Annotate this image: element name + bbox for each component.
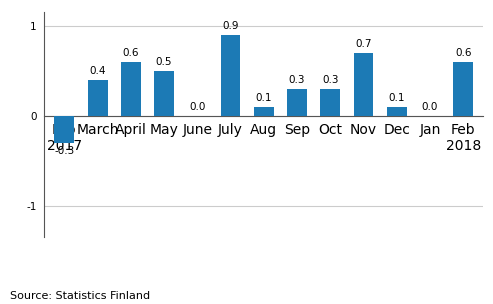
Bar (320, 89, 340, 116)
Text: 0.0: 0.0 (422, 102, 438, 112)
Text: 0.9: 0.9 (222, 21, 239, 31)
Text: -0.3: -0.3 (54, 146, 74, 156)
Bar (453, 62, 473, 116)
Bar (54, 116, 74, 143)
Text: 0.7: 0.7 (355, 39, 372, 49)
Bar (88, 80, 107, 116)
Text: 0.6: 0.6 (123, 48, 139, 58)
Bar (387, 107, 407, 116)
Bar (287, 89, 307, 116)
Text: 0.5: 0.5 (156, 57, 172, 67)
Bar (154, 71, 174, 116)
Text: 0.1: 0.1 (255, 93, 272, 103)
Text: 0.4: 0.4 (89, 66, 106, 76)
Bar (220, 35, 241, 116)
Text: 0.1: 0.1 (388, 93, 405, 103)
Text: 0.6: 0.6 (455, 48, 471, 58)
Text: Source: Statistics Finland: Source: Statistics Finland (10, 291, 150, 301)
Bar (353, 53, 374, 116)
Text: 0.3: 0.3 (322, 75, 339, 85)
Bar (254, 107, 274, 116)
Bar (121, 62, 141, 116)
Text: 0.0: 0.0 (189, 102, 206, 112)
Text: 0.3: 0.3 (289, 75, 305, 85)
